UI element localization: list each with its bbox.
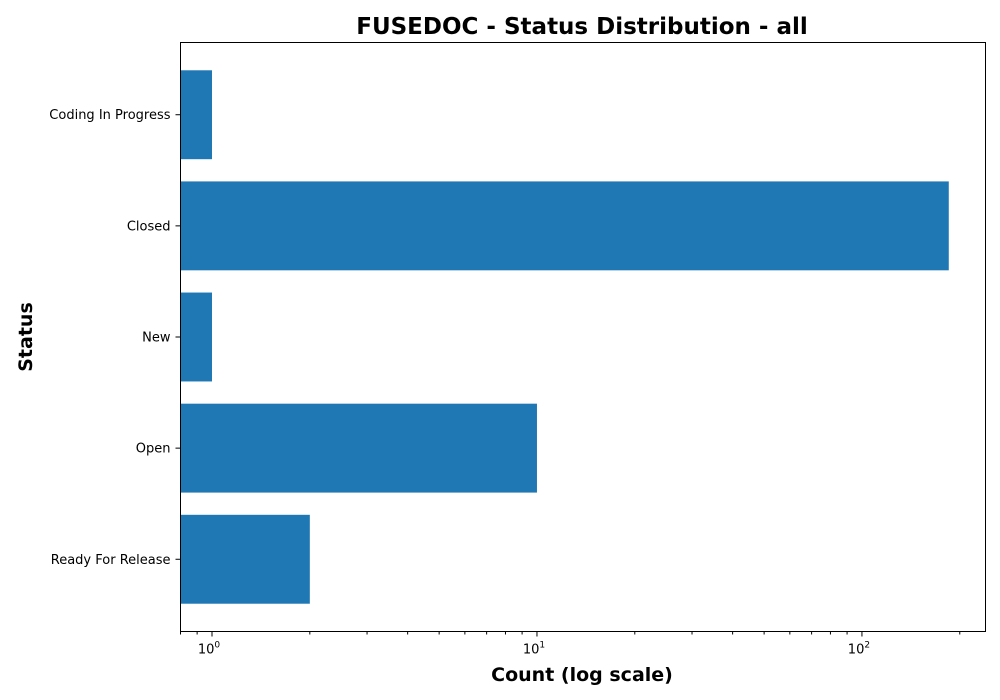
bar-new — [180, 292, 212, 382]
y-tick-label: New — [142, 331, 171, 346]
x-axis-ticks: 100 101 102 — [180, 631, 961, 658]
bar-ready-for-release — [180, 514, 310, 604]
bar-open — [180, 403, 537, 493]
x-axis-label: Count (log scale) — [491, 664, 673, 686]
x-tick-label: 100 — [198, 641, 221, 658]
y-tick-label: Closed — [127, 219, 171, 234]
x-tick-label: 102 — [848, 641, 870, 658]
y-axis-ticks: Coding In Progress Closed New Open Ready For… — [49, 108, 181, 568]
y-tick-label: Ready For Release — [51, 553, 171, 568]
y-axis-label: Status — [15, 302, 37, 372]
bar-coding-in-progress — [180, 70, 212, 160]
x-tick-label: 101 — [523, 641, 545, 658]
bars-group — [180, 70, 949, 604]
y-tick-label: Coding In Progress — [49, 108, 170, 123]
chart-title: FUSEDOC - Status Distribution - all — [356, 14, 808, 40]
bar-closed — [180, 181, 949, 271]
plot-area-frame — [180, 42, 986, 632]
y-tick-label: Open — [136, 442, 171, 457]
